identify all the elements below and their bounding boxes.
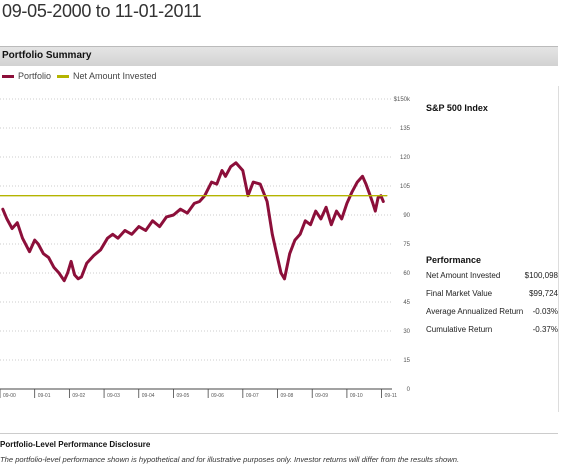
- perf-label: Cumulative Return: [426, 325, 493, 334]
- section-title: Portfolio Summary: [2, 50, 92, 61]
- y-tick-label: 0: [407, 387, 411, 393]
- y-tick-label: $150k: [394, 97, 411, 103]
- x-tick-label: 09-08: [281, 393, 294, 399]
- perf-value: $100,098: [524, 271, 558, 280]
- perf-label: Average Annualized Return: [426, 307, 524, 316]
- y-tick-label: 75: [403, 242, 410, 248]
- perf-row-net-invested: Net Amount Invested $100,098: [426, 271, 558, 283]
- x-tick-label: 09-05: [176, 393, 189, 399]
- index-title: S&P 500 Index: [426, 103, 488, 113]
- disclosure-title: Portfolio-Level Performance Disclosure: [0, 440, 151, 449]
- perf-label: Final Market Value: [426, 289, 493, 298]
- perf-row-cumulative-return: Cumulative Return -0.37%: [426, 325, 558, 337]
- legend-label-net-invested: Net Amount Invested: [73, 71, 157, 81]
- y-tick-label: 120: [400, 155, 411, 161]
- line-chart: 0 15 30 45 60 75 90 105 120 135 $150k 09-00 09-01 09-…: [0, 97, 411, 399]
- perf-value: -0.37%: [532, 325, 558, 334]
- legend-label-portfolio: Portfolio: [18, 71, 52, 81]
- section-header: Portfolio Summary: [0, 46, 558, 66]
- x-tick-label: 09-04: [142, 393, 155, 399]
- perf-row-final-value: Final Market Value $99,724: [426, 289, 558, 301]
- x-tick-label: 09-10: [350, 393, 363, 399]
- y-tick-label: 135: [400, 126, 411, 132]
- perf-value: $99,724: [529, 289, 558, 298]
- y-tick-label: 15: [403, 358, 410, 364]
- x-tick-label: 09-01: [38, 393, 51, 399]
- y-tick-label: 105: [400, 184, 411, 190]
- perf-label: Net Amount Invested: [426, 271, 501, 280]
- x-tick-label: 09-03: [107, 393, 120, 399]
- series-line-portfolio: [1, 161, 385, 283]
- legend-swatch-net-invested: [57, 75, 69, 78]
- perf-row-annualized-return: Average Annualized Return -0.03%: [426, 307, 558, 319]
- x-tick-label: 09-09: [315, 393, 328, 399]
- y-tick-label: 30: [403, 329, 410, 335]
- y-tick-label: 60: [403, 271, 410, 277]
- x-tick-label: 09-07: [246, 393, 259, 399]
- y-tick-label: 90: [403, 213, 410, 219]
- chart-frame: 0 15 30 45 60 75 90 105 120 135 $150k 09-00 09-01 09-…: [0, 86, 559, 412]
- x-tick-label: 09-02: [72, 393, 85, 399]
- x-tick-label: 09-11: [385, 393, 398, 399]
- x-tick-label: 09-06: [211, 393, 224, 399]
- page-title: 09-05-2000 to 11-01-2011: [2, 1, 202, 21]
- disclosure-text: The portfolio-level performance shown is…: [0, 455, 460, 464]
- performance-title: Performance: [426, 255, 482, 265]
- x-tick-label: 09-00: [3, 393, 16, 399]
- legend-swatch-portfolio: [2, 75, 14, 78]
- y-tick-label: 45: [403, 300, 410, 306]
- perf-value: -0.03%: [532, 307, 558, 316]
- bottom-divider: [0, 433, 558, 434]
